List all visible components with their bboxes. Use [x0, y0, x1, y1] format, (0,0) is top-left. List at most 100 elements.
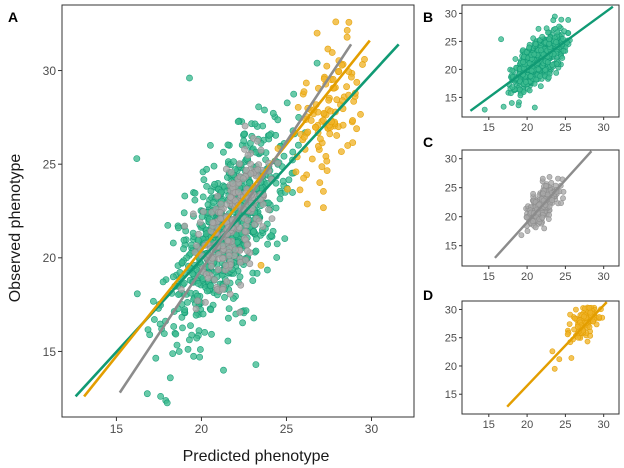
data-point-orange — [332, 18, 340, 26]
data-point-green — [203, 287, 211, 295]
plot-area — [506, 301, 608, 408]
data-point-green — [191, 196, 199, 204]
data-point-green — [500, 103, 507, 110]
data-point-gray — [560, 188, 567, 195]
data-point-gray — [539, 175, 546, 182]
data-point-gray — [214, 266, 222, 273]
data-point-orange — [581, 313, 587, 320]
plot-area — [74, 18, 400, 407]
data-point-gray — [259, 200, 267, 208]
data-point-orange — [344, 142, 352, 149]
data-point-green — [191, 189, 199, 197]
x-tick-label: 30 — [365, 422, 379, 436]
x-tick-label: 30 — [598, 271, 610, 283]
data-point-green — [175, 348, 183, 355]
data-point-gray — [211, 276, 218, 284]
data-point-orange — [319, 187, 327, 195]
data-point-orange — [300, 88, 308, 95]
data-point-orange — [347, 73, 355, 81]
data-point-orange — [584, 338, 591, 345]
data-point-green — [264, 240, 271, 248]
regression-line-gray — [118, 43, 353, 394]
y-tick-label: 20 — [445, 361, 457, 373]
data-point-green — [245, 179, 253, 187]
panel-letter-b: B — [423, 9, 433, 25]
data-point-green — [133, 155, 141, 162]
data-point-green — [279, 177, 287, 185]
data-point-green — [294, 141, 302, 149]
data-point-gray — [217, 215, 224, 223]
regression-line-orange — [83, 39, 371, 398]
data-point-gray — [243, 241, 251, 249]
data-point-green — [539, 33, 546, 40]
data-point-green — [273, 254, 281, 261]
data-point-green — [252, 235, 260, 243]
data-point-green — [224, 314, 232, 322]
data-point-green — [186, 74, 193, 82]
data-point-orange — [556, 356, 563, 363]
data-point-gray — [224, 237, 232, 245]
panel-frame — [461, 4, 620, 118]
data-point-green — [173, 341, 181, 349]
data-point-gray — [540, 190, 546, 197]
data-point-green — [224, 337, 232, 345]
data-point-orange — [349, 117, 356, 124]
data-point-gray — [259, 223, 267, 230]
data-point-gray — [201, 298, 209, 306]
data-point-green — [180, 236, 188, 244]
data-point-green — [199, 193, 207, 201]
data-point-orange — [333, 132, 341, 139]
y-axis-title: Observed phenotype — [7, 154, 24, 303]
data-point-gray — [242, 256, 249, 264]
data-point-gray — [546, 173, 553, 180]
data-point-green — [537, 83, 544, 90]
x-tick-label: 15 — [483, 419, 495, 431]
data-point-green — [150, 316, 158, 323]
data-point-orange — [353, 125, 360, 133]
data-point-gray — [255, 217, 263, 225]
data-point-green — [183, 298, 191, 306]
panel-a: 15 20 25 30 15 20 25 30 — [43, 4, 415, 436]
data-point-orange — [316, 179, 324, 186]
data-point-green — [174, 224, 182, 232]
data-point-gray — [236, 308, 244, 316]
data-point-gray — [231, 246, 239, 254]
data-point-gray — [189, 210, 197, 218]
data-point-green — [538, 47, 544, 54]
data-point-green — [276, 195, 284, 203]
y-tick-label: 15 — [445, 92, 457, 104]
data-point-green — [281, 235, 289, 242]
data-point-green — [240, 137, 248, 145]
data-point-gray — [247, 160, 254, 168]
data-point-orange — [284, 185, 291, 193]
data-point-green — [531, 51, 538, 58]
data-point-green — [133, 290, 141, 298]
data-point-gray — [241, 122, 249, 130]
x-tick-label: 15 — [483, 271, 495, 283]
data-point-green — [157, 392, 164, 400]
data-point-gray — [241, 228, 249, 235]
data-point-gray — [207, 262, 215, 270]
data-point-gray — [265, 206, 272, 213]
data-point-orange — [337, 148, 345, 155]
data-point-green — [535, 66, 542, 73]
data-point-gray — [227, 168, 235, 176]
data-point-green — [313, 59, 321, 67]
x-tick-label: 30 — [598, 122, 610, 134]
y-tick-label: 20 — [445, 64, 457, 76]
data-point-green — [561, 28, 568, 34]
x-tick-label: 15 — [110, 422, 124, 436]
data-point-green — [221, 293, 228, 301]
plot-area — [494, 150, 593, 259]
panel-letter-a: A — [8, 9, 18, 25]
data-point-gray — [209, 219, 217, 226]
x-tick-label: 25 — [280, 422, 294, 436]
data-point-green — [509, 84, 516, 91]
data-point-gray — [237, 281, 245, 289]
data-point-gray — [234, 188, 242, 196]
data-point-gray — [196, 218, 204, 226]
data-point-orange — [335, 68, 343, 75]
data-point-green — [169, 350, 177, 357]
data-point-gray — [244, 151, 252, 159]
data-point-gray — [545, 216, 552, 222]
